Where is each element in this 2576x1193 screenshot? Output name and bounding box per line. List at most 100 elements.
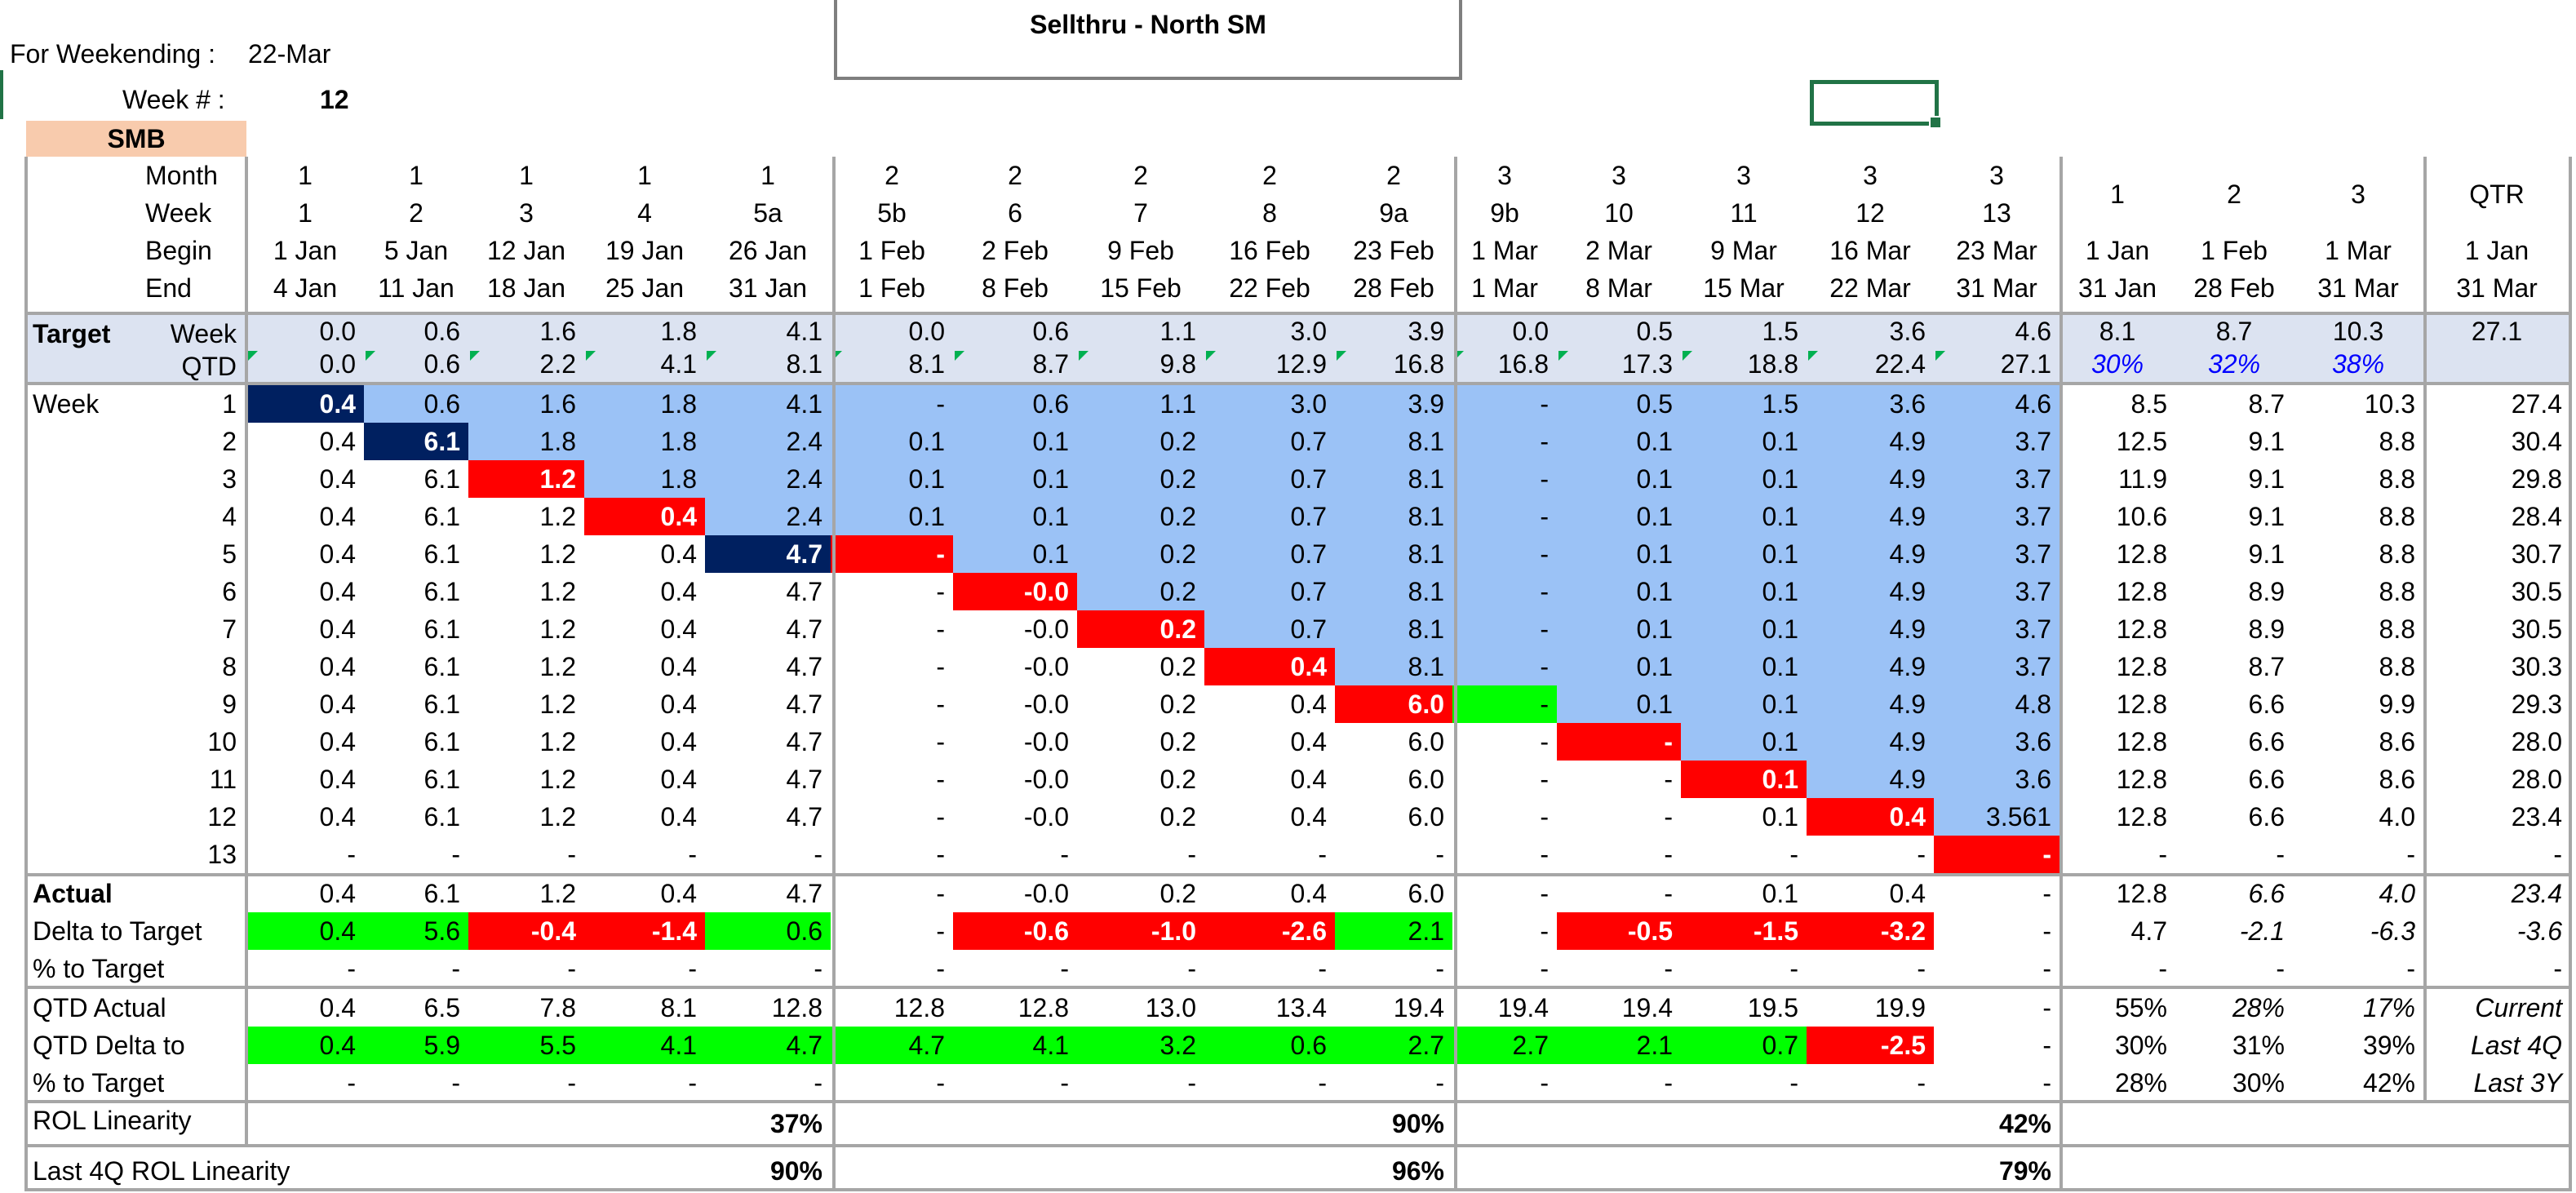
summary-col-end[interactable]: 31 Mar	[2456, 273, 2538, 303]
week-summary-cell[interactable]: 8.6	[2379, 765, 2415, 794]
col-week[interactable]: 6	[1008, 198, 1022, 228]
row-label-begin[interactable]: Begin	[145, 236, 212, 265]
qtd-actual-cell[interactable]: 19.4	[1621, 993, 1673, 1022]
week-cell[interactable]: 1.2	[539, 690, 576, 719]
week-summary-cell[interactable]: 9.9	[2379, 690, 2415, 719]
week-summary-cell[interactable]: 28.0	[2511, 727, 2562, 756]
row-label-target[interactable]: Target	[33, 319, 111, 348]
week-cell[interactable]: -	[1789, 840, 1798, 869]
qtd-actual-summary[interactable]: 28%	[2232, 993, 2285, 1022]
col-month[interactable]: 3	[1989, 161, 2004, 190]
week-cell[interactable]: -	[1540, 765, 1549, 794]
week-cell[interactable]: -0.0	[1023, 690, 1069, 719]
target-week-cell[interactable]: 0.0	[319, 317, 356, 346]
week-summary-cell[interactable]: 8.8	[2379, 614, 2415, 644]
actual-summary[interactable]: 6.6	[2248, 879, 2285, 908]
week-cell[interactable]: 6.1	[423, 502, 460, 531]
week-cell[interactable]: 1.2	[539, 727, 576, 756]
week-summary-cell[interactable]: 12.8	[2116, 727, 2167, 756]
week-summary-cell[interactable]: 9.1	[2248, 539, 2285, 569]
col-end[interactable]: 8 Mar	[1585, 273, 1652, 303]
target-week-cell[interactable]: 0.6	[1032, 317, 1069, 346]
row-label-end[interactable]: End	[145, 273, 192, 303]
week-cell[interactable]: 2.4	[705, 498, 831, 535]
week-cell[interactable]: 3.9	[1335, 385, 1452, 423]
col-month[interactable]: 1	[760, 161, 775, 190]
row-label-qtd-pct[interactable]: % to Target	[33, 1068, 165, 1098]
week-summary-cell[interactable]: 8.7	[2248, 652, 2285, 681]
col-begin[interactable]: 2 Feb	[982, 236, 1049, 265]
week-cell[interactable]: 0.4	[319, 652, 356, 681]
week-cell[interactable]: 0.4	[660, 802, 697, 832]
week-cell[interactable]: 0.4	[1290, 802, 1327, 832]
week-cell[interactable]: 0.1	[1681, 535, 1807, 573]
week-row-label[interactable]: 9	[222, 690, 237, 719]
week-cell[interactable]: -	[1452, 610, 1557, 648]
qtd-delta-cell[interactable]: 2.7	[1452, 1027, 1557, 1064]
qtd-delta-cell[interactable]: 2.1	[1557, 1027, 1681, 1064]
qtd-pct-summary[interactable]: 42%	[2362, 1068, 2415, 1098]
qtd-delta-summary[interactable]: Last 4Q	[2470, 1031, 2562, 1060]
week-summary-cell[interactable]: 12.8	[2116, 539, 2167, 569]
week-cell[interactable]: 1.2	[539, 539, 576, 569]
week-row-label[interactable]: 8	[222, 652, 237, 681]
week-cell[interactable]: 4.9	[1807, 498, 1934, 535]
actual-cell[interactable]: 0.4	[1290, 879, 1327, 908]
qtd-actual-cell[interactable]: 19.4	[1497, 993, 1549, 1022]
week-cell[interactable]: -0.0	[1023, 802, 1069, 832]
qtd-pct-cell[interactable]: -	[1060, 1068, 1069, 1098]
qtd-actual-cell[interactable]: 12.8	[771, 993, 822, 1022]
actual-cell[interactable]: 0.4	[1889, 879, 1926, 908]
target-qtd-cell[interactable]: 0.0	[319, 349, 356, 379]
week-cell[interactable]: 0.4	[1290, 727, 1327, 756]
last4q-rol-cell[interactable]: 79%	[1998, 1156, 2051, 1186]
col-week[interactable]: 9b	[1490, 198, 1519, 228]
delta-cell[interactable]: -	[1540, 916, 1549, 946]
week-cell[interactable]: -	[347, 840, 356, 869]
week-cell[interactable]: 0.1	[953, 423, 1077, 460]
qtd-actual-cell[interactable]: 0.4	[319, 993, 356, 1022]
week-summary-cell[interactable]: 12.8	[2116, 614, 2167, 644]
week-row-label[interactable]: 2	[222, 427, 237, 456]
week-cell[interactable]: -0.0	[1023, 765, 1069, 794]
qtd-delta-cell[interactable]: -2.5	[1807, 1027, 1934, 1064]
week-summary-cell[interactable]: 8.8	[2379, 464, 2415, 494]
last4q-rol-cell[interactable]: 96%	[1391, 1156, 1444, 1186]
pct-to-target-summary[interactable]: -	[2158, 954, 2167, 983]
qtd-delta-cell[interactable]: 0.7	[1681, 1027, 1807, 1064]
week-cell[interactable]: -	[1187, 840, 1196, 869]
qtd-pct-summary[interactable]: Last 3Y	[2473, 1068, 2562, 1098]
week-summary-cell[interactable]: 12.5	[2116, 427, 2167, 456]
pct-to-target-cell[interactable]: -	[1789, 954, 1798, 983]
week-cell[interactable]: 4.1	[705, 385, 831, 423]
delta-cell[interactable]: -	[936, 916, 945, 946]
week-cell[interactable]: 8.1	[1335, 423, 1452, 460]
week-cell[interactable]: 0.4	[1807, 798, 1934, 836]
week-summary-cell[interactable]: 12.8	[2116, 652, 2167, 681]
week-cell[interactable]: -	[1540, 802, 1549, 832]
qtd-actual-cell[interactable]: 8.1	[660, 993, 697, 1022]
week-cell[interactable]: 1.2	[539, 577, 576, 606]
summary-col-label[interactable]: 2	[2227, 180, 2241, 209]
target-week-cell[interactable]: 4.6	[2015, 317, 2051, 346]
week-cell[interactable]: 0.4	[660, 539, 697, 569]
actual-cell[interactable]: -	[936, 879, 945, 908]
target-qtd-cell[interactable]: 16.8	[1393, 349, 1444, 379]
week-cell[interactable]: -	[1435, 840, 1444, 869]
week-summary-cell[interactable]: 8.6	[2379, 727, 2415, 756]
week-cell[interactable]: 6.0	[1408, 765, 1444, 794]
week-cell[interactable]: 0.1	[831, 460, 953, 498]
col-week[interactable]: 5a	[753, 198, 783, 228]
actual-cell[interactable]: -	[2042, 879, 2051, 908]
delta-cell[interactable]: -0.6	[953, 912, 1077, 950]
qtd-pct-summary[interactable]: 28%	[2114, 1068, 2167, 1098]
actual-cell[interactable]: 6.1	[423, 879, 460, 908]
col-week[interactable]: 8	[1262, 198, 1277, 228]
week-cell[interactable]: -	[688, 840, 697, 869]
week-cell[interactable]: 3.0	[1204, 385, 1335, 423]
week-summary-cell[interactable]: 6.6	[2248, 765, 2285, 794]
qtd-delta-cell[interactable]: 0.6	[1204, 1027, 1335, 1064]
qtd-actual-cell[interactable]: 19.9	[1874, 993, 1926, 1022]
col-begin[interactable]: 1 Jan	[273, 236, 338, 265]
col-month[interactable]: 1	[409, 161, 423, 190]
